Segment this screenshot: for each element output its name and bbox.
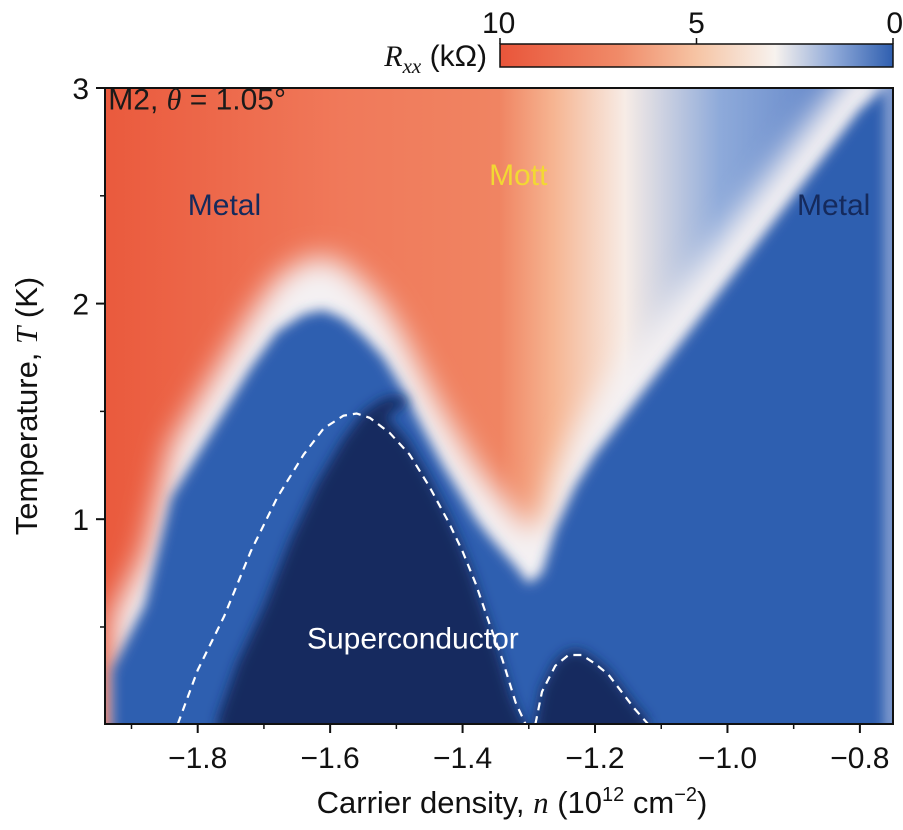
x-axis-label-mid: (10 <box>549 785 602 820</box>
y-axis-label-var: T <box>9 324 44 344</box>
plot-frame <box>104 87 894 725</box>
annotations: M2, θ = 1.05° Metal Mott Metal Superconducto… <box>108 84 870 656</box>
colorbar-label-var: R <box>383 40 402 73</box>
annotation-sample-id: M2, <box>108 84 166 117</box>
colorbar-gradient <box>499 43 894 68</box>
y-tick-label: 1 <box>72 504 89 537</box>
x-axis-label-var: n <box>533 785 549 820</box>
annotation-twist-symbol: θ <box>167 84 182 117</box>
annotation-1: Metal <box>188 189 261 222</box>
colorbar: 10 5 0 Rxx (kΩ) <box>383 7 903 78</box>
colorbar-tick-label: 5 <box>688 7 705 40</box>
sc-dome-boundary-2 <box>534 653 649 724</box>
annotation-4: Superconductor <box>307 623 519 656</box>
x-axis-label-sup2: −2 <box>674 784 697 806</box>
heatmap <box>105 88 893 724</box>
y-axis-label: Temperature, T (K) <box>9 277 44 535</box>
x-tick-label: −1.6 <box>301 742 360 775</box>
x-axis-label-prefix: Carrier density, <box>317 785 534 820</box>
y-axis-label-prefix: Temperature, <box>9 344 44 535</box>
x-axis-label-sup1: 12 <box>602 784 624 806</box>
colorbar-label-unit: (kΩ) <box>421 40 487 73</box>
annotation-3: Metal <box>797 189 870 222</box>
y-axis-label-suffix: (K) <box>9 277 44 327</box>
x-axis-label-unit: cm <box>624 785 674 820</box>
annotation-2: Mott <box>489 159 548 192</box>
x-axis-label-suffix: ) <box>697 785 707 820</box>
heatmap-superconducting-core-2 <box>535 650 648 724</box>
x-tick-label: −1.4 <box>433 742 492 775</box>
annotation-0: M2, θ = 1.05° <box>108 84 286 117</box>
annotation-twist-angle: = 1.05° <box>181 84 286 117</box>
sc-dome-boundary-1 <box>176 412 527 724</box>
y-tick-label: 2 <box>72 289 89 322</box>
heatmap-superconducting-core-1 <box>217 396 526 724</box>
x-tick-label: −1.0 <box>698 742 757 775</box>
colorbar-ticks: 10 5 0 <box>482 7 903 44</box>
x-tick-label: −1.2 <box>565 742 624 775</box>
y-axis: 1 2 3 <box>72 73 105 628</box>
colorbar-label: Rxx (kΩ) <box>383 40 487 78</box>
colorbar-tick-label: 10 <box>482 7 515 40</box>
x-tick-label: −1.8 <box>168 742 227 775</box>
x-axis-label: Carrier density, n (1012 cm−2) <box>317 784 708 820</box>
x-axis: −1.8 −1.6 −1.4 −1.2 −1.0 −0.8 <box>130 724 890 775</box>
colorbar-tick-label: 0 <box>886 7 903 40</box>
colorbar-label-sub: xx <box>402 54 422 78</box>
y-tick-label: 3 <box>72 73 89 106</box>
x-tick-label: −0.8 <box>830 742 889 775</box>
